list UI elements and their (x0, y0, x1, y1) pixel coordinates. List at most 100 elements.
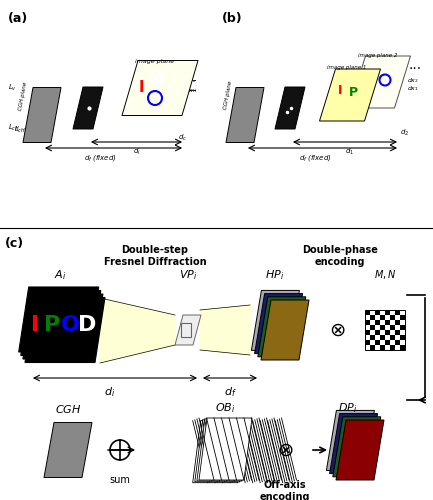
FancyBboxPatch shape (380, 335, 385, 340)
FancyBboxPatch shape (380, 325, 385, 330)
FancyBboxPatch shape (370, 345, 375, 350)
Polygon shape (255, 294, 303, 354)
Text: ...: ... (408, 58, 422, 72)
FancyBboxPatch shape (365, 325, 370, 330)
FancyBboxPatch shape (395, 330, 400, 335)
Text: $M, N$: $M, N$ (374, 268, 396, 281)
FancyBboxPatch shape (385, 315, 390, 320)
Text: $d_i$: $d_i$ (104, 385, 116, 399)
Polygon shape (330, 414, 378, 474)
FancyBboxPatch shape (390, 325, 395, 330)
FancyBboxPatch shape (390, 315, 395, 320)
FancyBboxPatch shape (365, 330, 370, 335)
FancyBboxPatch shape (380, 315, 385, 320)
FancyBboxPatch shape (370, 320, 375, 325)
Text: sum: sum (110, 475, 130, 485)
Text: O: O (61, 315, 80, 335)
FancyBboxPatch shape (395, 335, 400, 340)
Text: CGH plane: CGH plane (18, 81, 28, 111)
Text: I: I (31, 315, 39, 335)
FancyBboxPatch shape (385, 345, 390, 350)
FancyBboxPatch shape (390, 340, 395, 345)
FancyBboxPatch shape (375, 340, 380, 345)
Text: $d_f$: $d_f$ (223, 385, 236, 399)
FancyBboxPatch shape (400, 330, 405, 335)
Polygon shape (25, 298, 105, 362)
Text: Off-axis
encoding: Off-axis encoding (260, 480, 310, 500)
Text: (a): (a) (8, 12, 28, 25)
Polygon shape (193, 420, 246, 482)
Polygon shape (261, 300, 309, 360)
FancyBboxPatch shape (375, 330, 380, 335)
FancyBboxPatch shape (385, 320, 390, 325)
Polygon shape (252, 290, 299, 350)
FancyBboxPatch shape (375, 335, 380, 340)
Text: $L_{cH}$: $L_{cH}$ (8, 123, 20, 133)
FancyBboxPatch shape (375, 325, 380, 330)
Polygon shape (349, 56, 410, 108)
Text: $VP_i$: $VP_i$ (179, 268, 197, 282)
FancyBboxPatch shape (380, 330, 385, 335)
Polygon shape (320, 69, 381, 121)
FancyBboxPatch shape (365, 340, 370, 345)
FancyBboxPatch shape (395, 320, 400, 325)
FancyBboxPatch shape (390, 345, 395, 350)
FancyBboxPatch shape (390, 330, 395, 335)
Polygon shape (195, 420, 248, 482)
FancyBboxPatch shape (400, 340, 405, 345)
FancyBboxPatch shape (385, 340, 390, 345)
FancyBboxPatch shape (395, 315, 400, 320)
FancyBboxPatch shape (380, 320, 385, 325)
Polygon shape (197, 419, 250, 481)
Polygon shape (275, 87, 305, 129)
FancyBboxPatch shape (380, 310, 385, 315)
Text: $d_f$ (fixed): $d_f$ (fixed) (299, 153, 331, 163)
FancyBboxPatch shape (400, 310, 405, 315)
Text: $L_{cH}$: $L_{cH}$ (14, 125, 26, 135)
FancyBboxPatch shape (385, 310, 390, 315)
Text: virtual plane: virtual plane (271, 80, 282, 116)
Polygon shape (326, 410, 375, 470)
Text: Double-phase
encoding: Double-phase encoding (302, 245, 378, 266)
Polygon shape (226, 88, 264, 142)
Text: CGH plane: CGH plane (223, 80, 233, 110)
Text: $dx_v$: $dx_v$ (185, 76, 197, 85)
FancyBboxPatch shape (390, 335, 395, 340)
FancyBboxPatch shape (400, 315, 405, 320)
FancyBboxPatch shape (375, 345, 380, 350)
FancyBboxPatch shape (365, 320, 370, 325)
FancyBboxPatch shape (395, 345, 400, 350)
Text: $dx_H$: $dx_H$ (185, 86, 198, 95)
FancyBboxPatch shape (400, 345, 405, 350)
FancyBboxPatch shape (370, 335, 375, 340)
Text: P: P (152, 73, 165, 91)
Text: virtual plane: virtual plane (72, 82, 83, 118)
Text: $dx_2$: $dx_2$ (407, 76, 419, 85)
Polygon shape (44, 422, 92, 478)
Text: image plane 2: image plane 2 (358, 52, 397, 58)
Text: $\otimes$: $\otimes$ (329, 320, 345, 340)
Polygon shape (23, 88, 61, 142)
Polygon shape (21, 290, 101, 356)
Text: D: D (78, 315, 96, 335)
Text: I: I (138, 80, 144, 96)
Text: $OB_i$: $OB_i$ (215, 401, 235, 415)
Text: $DP_i$: $DP_i$ (338, 401, 358, 415)
Polygon shape (73, 87, 103, 129)
FancyBboxPatch shape (400, 335, 405, 340)
FancyBboxPatch shape (370, 315, 375, 320)
Text: $d_i$: $d_i$ (133, 147, 141, 157)
FancyBboxPatch shape (400, 320, 405, 325)
Polygon shape (23, 294, 103, 359)
FancyBboxPatch shape (365, 310, 370, 315)
Text: P: P (44, 315, 60, 335)
FancyBboxPatch shape (365, 315, 370, 320)
FancyBboxPatch shape (370, 325, 375, 330)
Polygon shape (19, 287, 99, 352)
Text: $HP_i$: $HP_i$ (265, 268, 284, 282)
FancyBboxPatch shape (375, 320, 380, 325)
FancyBboxPatch shape (385, 330, 390, 335)
FancyBboxPatch shape (395, 340, 400, 345)
FancyBboxPatch shape (370, 340, 375, 345)
FancyBboxPatch shape (375, 310, 380, 315)
